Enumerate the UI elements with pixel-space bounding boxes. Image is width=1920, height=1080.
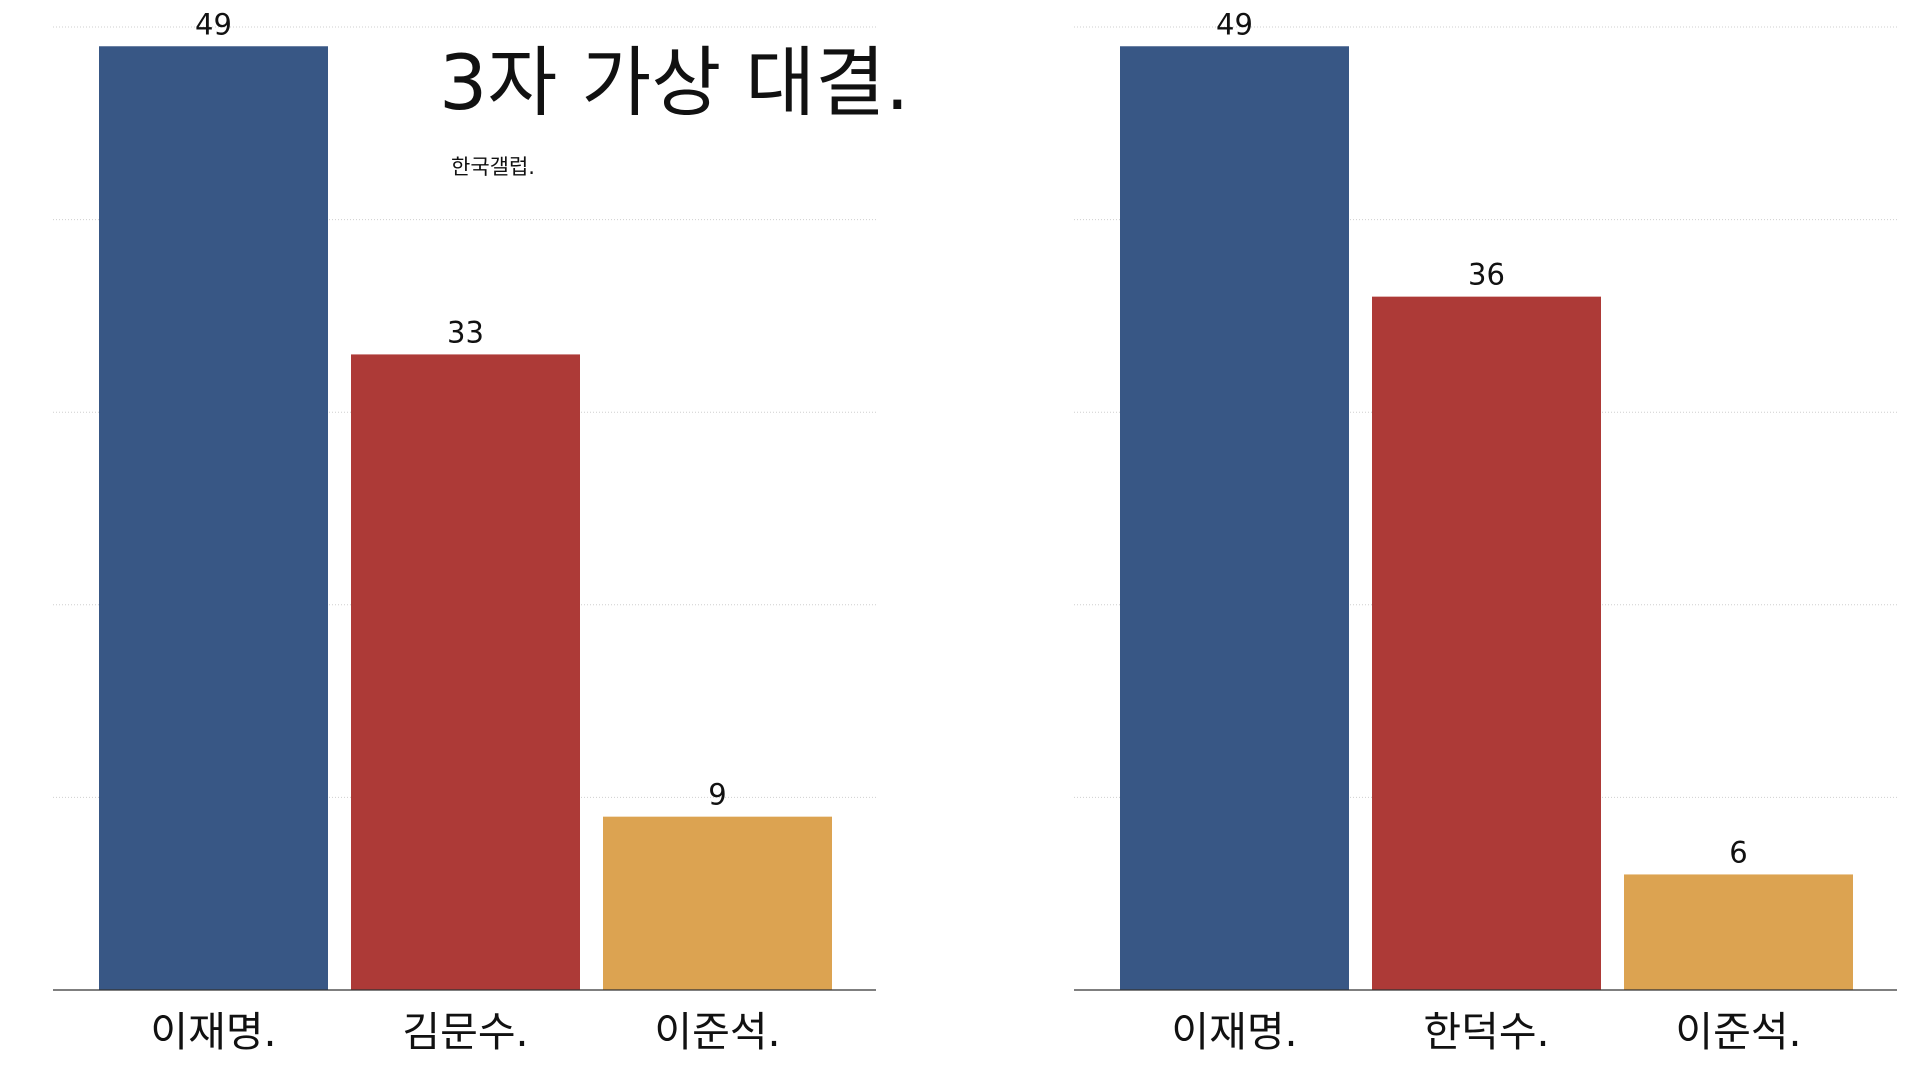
bar: [99, 46, 328, 990]
bar: [603, 816, 832, 990]
value-label: 6: [1729, 835, 1747, 869]
value-label: 33: [447, 315, 484, 349]
bar: [1372, 296, 1601, 990]
x-tick-label: 이준석.: [654, 1008, 780, 1056]
bar: [1624, 874, 1853, 990]
chart-title: 3자 가상 대결.: [439, 38, 909, 127]
chart-subtitle: 한국갤럽.: [451, 155, 535, 179]
x-tick-label: 이재명.: [150, 1008, 276, 1056]
x-tick-label: 이재명.: [1171, 1008, 1297, 1056]
value-label: 49: [195, 7, 232, 41]
x-tick-label: 김문수.: [402, 1008, 528, 1056]
value-label: 9: [708, 778, 726, 812]
value-label: 49: [1216, 7, 1253, 41]
bar: [351, 354, 580, 990]
x-tick-label: 한덕수.: [1423, 1008, 1549, 1056]
value-label: 36: [1468, 258, 1505, 292]
x-tick-label: 이준석.: [1675, 1008, 1801, 1056]
bar: [1120, 46, 1349, 990]
